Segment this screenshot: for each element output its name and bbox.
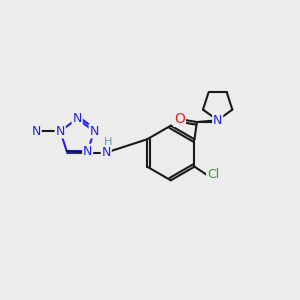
Text: N: N [56,124,65,138]
Text: N: N [32,124,41,138]
Text: N: N [83,145,92,158]
Text: H: H [103,136,112,147]
Text: N: N [101,146,111,159]
Text: N: N [73,112,82,125]
Text: O: O [174,112,185,126]
Text: Cl: Cl [207,169,219,182]
Text: N: N [89,124,99,138]
Text: N: N [213,114,222,127]
